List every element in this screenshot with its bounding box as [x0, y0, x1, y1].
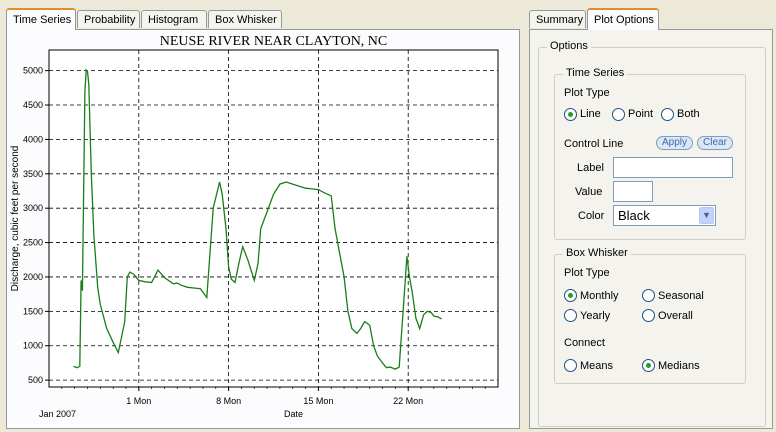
- label-input[interactable]: [613, 157, 733, 178]
- x-tick-label: 1 Mon: [126, 396, 151, 406]
- bw-yearly-radio[interactable]: [564, 309, 577, 322]
- tab-summary[interactable]: Summary: [529, 10, 586, 28]
- bw-plot-type-label: Plot Type: [564, 267, 610, 279]
- tab-time-series[interactable]: Time Series: [6, 8, 76, 30]
- ts-line-radio[interactable]: [564, 108, 577, 121]
- connect-means-radio[interactable]: [564, 359, 577, 372]
- value-input[interactable]: [613, 181, 653, 202]
- label-field-label: Label: [577, 162, 604, 174]
- connect-label: Connect: [564, 337, 605, 349]
- x-start-label: Jan 2007: [39, 409, 76, 419]
- bw-seasonal-label[interactable]: Seasonal: [658, 290, 704, 302]
- y-tick-label: 2500: [23, 238, 43, 248]
- connect-means-label[interactable]: Means: [580, 360, 614, 372]
- y-axis-label: Discharge, cubic feet per second: [10, 146, 21, 292]
- chart-title: NEUSE RIVER NEAR CLAYTON, NC: [160, 34, 388, 49]
- y-tick-label: 5000: [23, 66, 43, 76]
- ts-point-radio[interactable]: [612, 108, 625, 121]
- ts-point-label[interactable]: Point: [628, 108, 654, 120]
- options-tabs: Summary Plot Options: [529, 8, 729, 30]
- control-line-label: Control Line: [564, 138, 624, 150]
- bw-seasonal-radio[interactable]: [642, 289, 655, 302]
- bw-overall-radio[interactable]: [642, 309, 655, 322]
- x-tick-label: 15 Mon: [303, 396, 333, 406]
- bw-yearly-label[interactable]: Yearly: [580, 310, 611, 322]
- time-series-group-title: Time Series: [563, 67, 628, 79]
- tab-histogram[interactable]: Histogram: [141, 10, 207, 28]
- bw-monthly-label[interactable]: Monthly: [580, 290, 619, 302]
- options-group: Options Time Series Plot Type Line Point…: [538, 40, 766, 427]
- x-tick-label: 22 Mon: [393, 396, 423, 406]
- bw-overall-label[interactable]: Overall: [658, 310, 693, 322]
- x-tick-label: 8 Mon: [216, 396, 241, 406]
- color-select-value: Black: [618, 208, 650, 223]
- tab-plot-options[interactable]: Plot Options: [587, 8, 659, 30]
- y-tick-label: 2000: [23, 272, 43, 282]
- bw-monthly-radio[interactable]: [564, 289, 577, 302]
- ts-plot-type-label: Plot Type: [564, 87, 610, 99]
- connect-medians-label[interactable]: Medians: [658, 360, 700, 372]
- y-tick-label: 3500: [23, 169, 43, 179]
- time-series-group: Time Series Plot Type Line Point Both Co…: [554, 67, 746, 240]
- ts-both-label[interactable]: Both: [677, 108, 700, 120]
- apply-button[interactable]: Apply: [656, 136, 694, 150]
- ts-line-label[interactable]: Line: [580, 108, 601, 120]
- time-series-chart: 500 1000 1500 2000 2500 3000 3500 4000 4500 5000 1…: [10, 34, 499, 419]
- color-select[interactable]: Black ▼: [613, 205, 716, 226]
- discharge-series-line: [73, 68, 442, 370]
- plot-frame: [48, 49, 499, 388]
- clear-button[interactable]: Clear: [697, 136, 733, 150]
- color-field-label: Color: [578, 210, 605, 222]
- y-tick-label: 4000: [23, 134, 43, 144]
- x-axis-label: Date: [284, 409, 303, 419]
- plot-area: [49, 50, 498, 387]
- y-tick-label: 3000: [23, 203, 43, 213]
- box-whisker-group: Box Whisker Plot Type Monthly Seasonal Y…: [554, 247, 746, 384]
- chart-panel: 500 1000 1500 2000 2500 3000 3500 4000 4500 5000 1…: [6, 29, 520, 429]
- value-field-label: Value: [575, 186, 603, 198]
- options-group-title: Options: [547, 40, 591, 52]
- y-tick-label: 1000: [23, 341, 43, 351]
- y-tick-label: 500: [28, 375, 43, 385]
- connect-medians-radio[interactable]: [642, 359, 655, 372]
- chart-tabs: Time Series Probability Histogram Box Wh…: [6, 8, 306, 30]
- y-tick-label: 1500: [23, 306, 43, 316]
- tab-probability[interactable]: Probability: [77, 10, 140, 28]
- chevron-down-icon[interactable]: ▼: [699, 207, 714, 224]
- tab-box-whisker[interactable]: Box Whisker: [208, 10, 282, 28]
- y-tick-label: 4500: [23, 100, 43, 110]
- ts-both-radio[interactable]: [661, 108, 674, 121]
- box-whisker-group-title: Box Whisker: [563, 247, 631, 259]
- plot-options-panel: Options Time Series Plot Type Line Point…: [529, 29, 773, 429]
